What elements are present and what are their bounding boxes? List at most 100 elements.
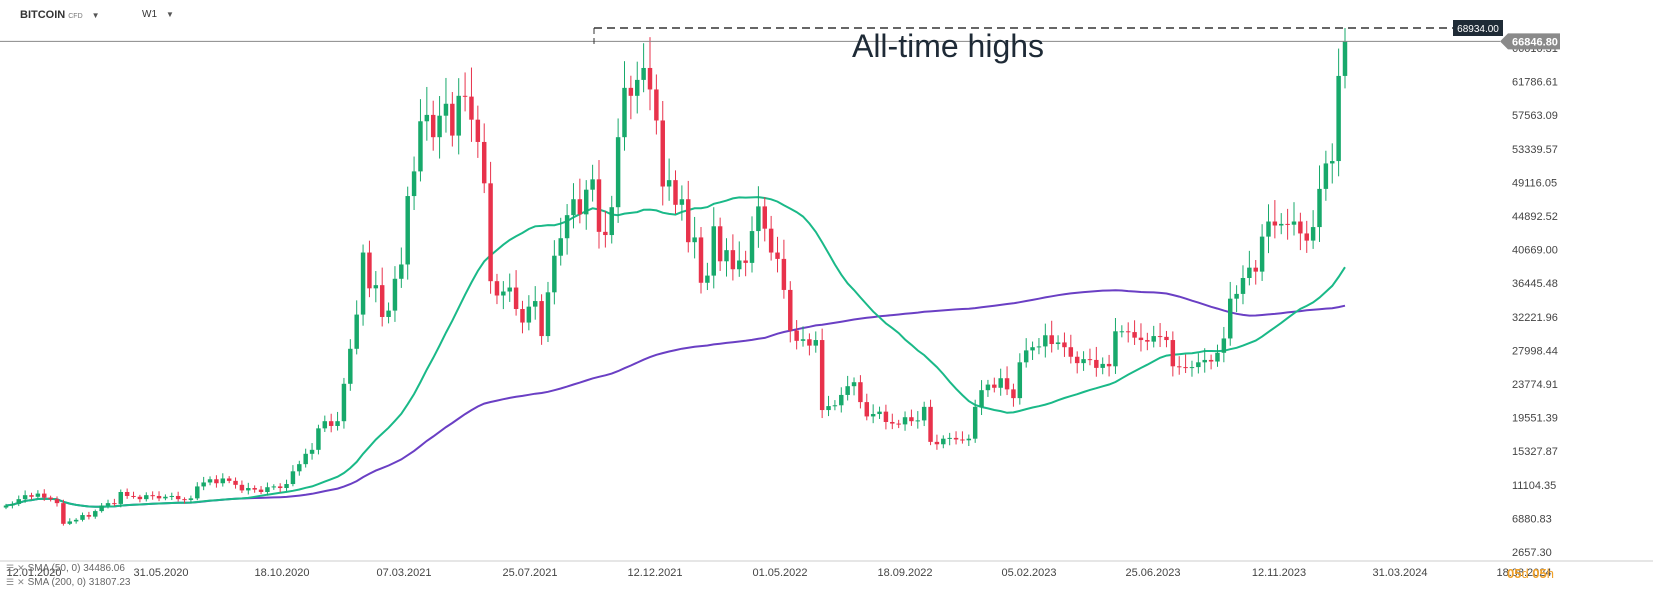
candle bbox=[207, 476, 213, 486]
candle bbox=[277, 483, 283, 493]
candle bbox=[501, 281, 506, 310]
candle bbox=[966, 434, 972, 446]
candle bbox=[788, 281, 793, 343]
candle bbox=[1323, 150, 1329, 201]
candle bbox=[941, 435, 946, 449]
candle-body bbox=[99, 505, 104, 512]
indicator-sma50[interactable]: ☰ ✕ SMA (50, 0) 34486.06 bbox=[6, 563, 125, 574]
candle-body bbox=[131, 495, 136, 497]
candle-body bbox=[1227, 298, 1233, 339]
candle bbox=[214, 475, 219, 488]
candle-body bbox=[1176, 366, 1182, 368]
candle-body bbox=[462, 95, 468, 97]
close-icon[interactable]: ✕ bbox=[17, 577, 25, 587]
candle bbox=[1036, 338, 1042, 355]
candle bbox=[1304, 220, 1309, 253]
candle bbox=[322, 415, 328, 432]
candle-body bbox=[418, 121, 423, 172]
candle-body bbox=[711, 226, 716, 276]
close-icon[interactable]: ✕ bbox=[17, 563, 25, 573]
y-tick-label: 23774.91 bbox=[1512, 379, 1558, 391]
candle-body bbox=[1011, 389, 1016, 399]
candle-body bbox=[424, 114, 430, 122]
candle bbox=[673, 170, 678, 215]
candle bbox=[386, 302, 391, 324]
candle bbox=[800, 326, 806, 347]
candle bbox=[195, 482, 200, 501]
candle bbox=[1279, 213, 1284, 235]
candle-body bbox=[520, 309, 525, 323]
candle bbox=[953, 431, 959, 445]
candle-body bbox=[737, 260, 742, 270]
symbol-selector[interactable]: BITCOIN CFD ▼ bbox=[20, 9, 100, 21]
candle bbox=[1145, 332, 1150, 351]
candle-body bbox=[290, 471, 296, 485]
candle bbox=[124, 488, 130, 499]
candle bbox=[271, 484, 277, 490]
settings-icon[interactable]: ☰ bbox=[6, 563, 15, 573]
candle-body bbox=[277, 486, 283, 489]
candle-body bbox=[1310, 227, 1316, 241]
candle-body bbox=[399, 264, 404, 279]
candle-body bbox=[430, 114, 436, 138]
interval-selector[interactable]: W1 ▼ bbox=[142, 9, 174, 20]
candle-body bbox=[590, 179, 595, 190]
candle-body bbox=[354, 314, 359, 349]
candle bbox=[239, 480, 245, 493]
candle-body bbox=[475, 119, 481, 142]
y-tick-label: 11104.35 bbox=[1512, 480, 1556, 492]
candle bbox=[35, 490, 41, 499]
candle-body bbox=[16, 499, 21, 504]
candle bbox=[622, 61, 627, 151]
candle-body bbox=[386, 310, 391, 317]
candle-body bbox=[405, 196, 410, 265]
candle-body bbox=[877, 411, 882, 415]
y-tick-label: 36445.48 bbox=[1512, 278, 1558, 290]
candle-body bbox=[1183, 367, 1188, 369]
candle bbox=[1113, 317, 1118, 374]
indicator-sma200[interactable]: ☰ ✕ SMA (200, 0) 31807.23 bbox=[6, 577, 130, 588]
candle-body bbox=[297, 464, 302, 472]
candle-body bbox=[195, 486, 200, 499]
x-tick-label: 01.05.2022 bbox=[752, 567, 807, 579]
candle bbox=[877, 406, 882, 419]
candle bbox=[960, 431, 965, 444]
candle-body bbox=[1074, 356, 1080, 364]
settings-icon[interactable]: ☰ bbox=[6, 577, 15, 587]
candle-body bbox=[915, 420, 921, 422]
candle-body bbox=[3, 505, 9, 508]
sma-200-layer bbox=[5, 289, 1346, 508]
candle-body bbox=[666, 180, 672, 187]
candle bbox=[507, 273, 512, 302]
x-tick-label: 12.11.2023 bbox=[1252, 567, 1306, 579]
candle bbox=[1151, 325, 1156, 348]
candle bbox=[258, 486, 264, 495]
candle bbox=[692, 216, 697, 259]
candle bbox=[29, 492, 34, 500]
candle bbox=[1043, 323, 1048, 358]
candle bbox=[775, 236, 780, 273]
candle bbox=[858, 375, 863, 409]
candle bbox=[1164, 330, 1169, 348]
candles-layer bbox=[3, 28, 1348, 526]
candle bbox=[520, 300, 525, 334]
candle bbox=[1234, 285, 1239, 313]
candle bbox=[768, 215, 774, 261]
candle-body bbox=[851, 382, 857, 387]
candle bbox=[418, 99, 423, 182]
candle bbox=[870, 404, 876, 424]
candle-body bbox=[1081, 359, 1086, 364]
candle-body bbox=[705, 275, 710, 283]
candle-body bbox=[1055, 342, 1061, 345]
y-tick-label: 6880.83 bbox=[1512, 513, 1552, 525]
candle bbox=[494, 273, 500, 305]
candle-body bbox=[794, 330, 799, 341]
candle bbox=[405, 186, 410, 280]
candle bbox=[737, 241, 742, 277]
candle bbox=[545, 281, 551, 342]
candle-body bbox=[921, 406, 927, 421]
candle-body bbox=[392, 278, 398, 311]
x-tick-label: 18.09.2022 bbox=[877, 567, 932, 579]
candle-body bbox=[985, 384, 991, 391]
